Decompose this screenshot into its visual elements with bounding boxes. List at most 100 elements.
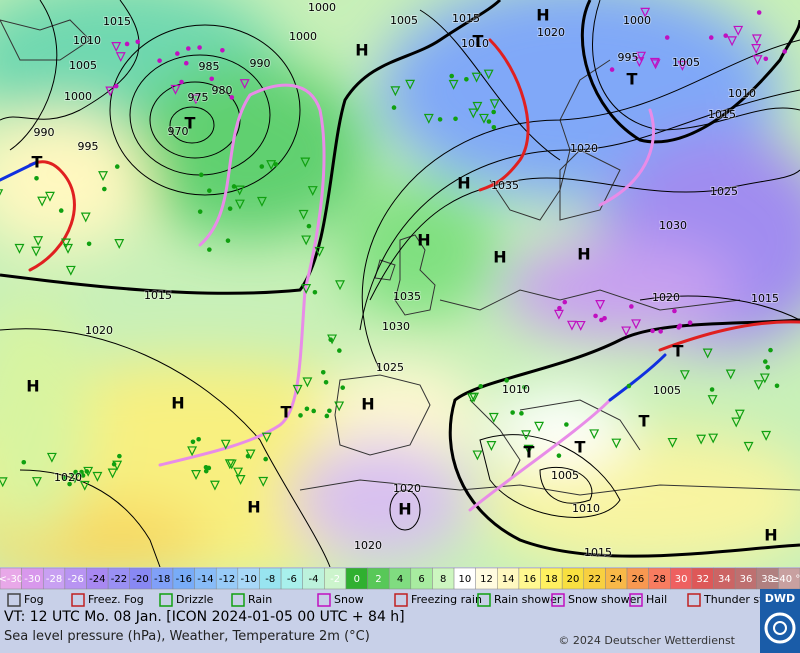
weather-dot	[80, 473, 86, 478]
isobar-label: 1000	[623, 14, 651, 27]
isobar-label: 1015	[452, 12, 480, 25]
legend-label: Snow	[334, 593, 364, 606]
isobar-label: 1005	[390, 14, 418, 27]
weather-shower	[79, 480, 90, 491]
isobar-label: 1020	[354, 539, 382, 552]
weather-shower	[611, 438, 622, 449]
isobar-label: 980	[212, 84, 233, 97]
high-pressure-label: H	[171, 394, 184, 413]
weather-shower	[112, 460, 123, 471]
isobar-label: 1020	[54, 471, 82, 484]
weather-dot	[629, 304, 634, 309]
weather-shower	[667, 437, 678, 448]
high-pressure-label: H	[417, 231, 430, 250]
scale-label: -2	[330, 574, 340, 585]
low-pressure-label: T	[32, 153, 43, 172]
weather-dot	[340, 385, 346, 390]
scale-label: 14	[502, 574, 515, 585]
weather-dot	[73, 469, 78, 475]
weather-dot	[491, 109, 496, 115]
scale-label: 2	[375, 574, 381, 585]
weather-dot	[124, 41, 130, 47]
weather-shower	[46, 452, 57, 463]
weather-shower	[488, 412, 499, 423]
high-pressure-label: H	[26, 377, 39, 396]
weather-shower	[302, 377, 313, 388]
isobar-label: 1020	[570, 142, 598, 155]
weather-shower	[31, 477, 42, 488]
weather-dot	[67, 481, 72, 487]
weather-shower	[114, 239, 125, 249]
scale-label: 12	[480, 574, 493, 585]
weather-dot	[198, 172, 204, 178]
weather-shower	[191, 470, 201, 480]
weather-shower	[708, 433, 719, 444]
weather-dot	[102, 186, 107, 192]
weather-dot	[709, 387, 715, 392]
weather-shower	[14, 243, 25, 254]
weather-legend: Fog Freez. Fog Drizzle Rain Snow Freezing rai…	[7, 593, 785, 607]
fronts	[0, 38, 800, 512]
isobars	[0, 0, 800, 567]
weather-shower	[752, 55, 763, 66]
weather-dot	[327, 408, 332, 414]
scale-label: -28	[46, 574, 62, 585]
high-pressure-label: H	[577, 245, 590, 264]
legend-label: Drizzle	[176, 593, 214, 606]
weather-shower	[472, 101, 483, 112]
weather-dot	[197, 209, 203, 214]
weather-dot	[519, 411, 524, 416]
weather-shower	[650, 59, 661, 70]
high-pressure-label: H	[361, 395, 374, 414]
weather-dot	[765, 364, 771, 370]
weather-dot	[687, 320, 693, 326]
weather-shower	[261, 432, 272, 443]
weather-shower	[63, 243, 74, 254]
weather-shower	[631, 319, 642, 330]
scale-label: 0	[354, 574, 360, 585]
scale-label: -18	[154, 574, 170, 585]
weather-dot	[197, 45, 202, 50]
weather-shower	[335, 280, 345, 291]
high-pressure-label: H	[457, 174, 470, 193]
weather-dot	[206, 465, 212, 471]
weather-dot	[311, 408, 316, 414]
weather-dot	[602, 315, 607, 321]
scale-label: 38	[761, 574, 774, 585]
scale-label: 34	[718, 574, 731, 585]
isobar-label: 990	[34, 126, 55, 139]
weather-shower	[471, 72, 482, 83]
weather-shower	[209, 480, 220, 491]
description: Sea level pressure (hPa), Weather, Tempe…	[4, 629, 370, 644]
scale-label: 36	[740, 574, 753, 585]
scale-label: 4	[397, 574, 403, 585]
weather-dot	[196, 436, 201, 442]
isobar-label: 1010	[502, 383, 530, 396]
weather-dot	[263, 456, 268, 462]
weather-dot	[220, 47, 225, 53]
isobar-label: 1010	[73, 34, 101, 47]
weather-shower	[390, 86, 401, 97]
legend-icon	[71, 593, 85, 607]
coastlines	[0, 19, 800, 496]
weather-shower	[521, 430, 532, 441]
legend-label: Hail	[646, 593, 667, 606]
weather-shower	[256, 196, 267, 207]
weather-dot	[391, 105, 397, 110]
weather-shower	[468, 108, 479, 119]
scale-label: -14	[197, 574, 213, 585]
weather-shower	[226, 459, 237, 470]
weather-dot	[708, 35, 714, 40]
weather-dot	[557, 305, 562, 311]
scale-label: -6	[287, 574, 297, 585]
weather-shower	[98, 171, 109, 182]
weather-shower	[523, 444, 534, 455]
weather-dot	[209, 76, 215, 82]
legend-icon	[394, 593, 408, 607]
weather-dot	[86, 241, 92, 247]
low-pressure-label: T	[473, 32, 484, 51]
isobar-label: 1015	[584, 546, 612, 559]
scale-label: 10	[458, 574, 471, 585]
weather-dot	[464, 76, 469, 82]
isobar-label: 990	[250, 57, 271, 70]
